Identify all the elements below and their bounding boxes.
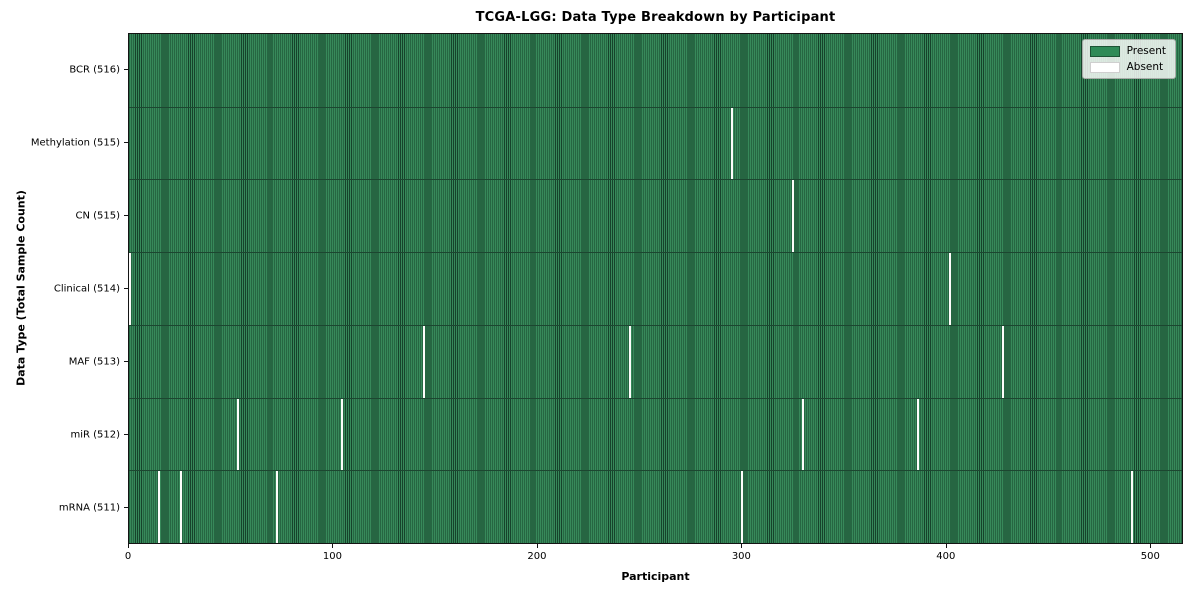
y-tick-label: CN (515) <box>75 210 120 221</box>
legend-present-swatch <box>1089 45 1120 57</box>
x-tick-mark <box>741 544 743 548</box>
legend: Present Absent <box>1081 39 1176 79</box>
absent-gap <box>129 253 132 325</box>
absent-gap <box>792 180 795 253</box>
y-tick-label: Methylation (515) <box>30 137 120 148</box>
absent-gap <box>916 398 919 471</box>
y-tick-label: mRNA (511) <box>58 502 120 513</box>
y-tick-mark <box>124 361 128 362</box>
absent-gap <box>180 471 183 543</box>
absent-gap <box>341 398 344 471</box>
row-band-methylation <box>129 106 1182 180</box>
legend-present-label: Present <box>1126 45 1166 57</box>
plot-area: Present Absent <box>128 33 1183 544</box>
absent-gap <box>741 471 744 543</box>
y-tick-mark <box>124 215 128 216</box>
y-tick-label: miR (512) <box>70 429 120 440</box>
absent-gap <box>1130 471 1133 543</box>
absent-gap <box>422 325 425 398</box>
y-tick-mark <box>124 288 128 289</box>
row-band-clinical <box>129 252 1182 325</box>
legend-absent-label: Absent <box>1126 61 1164 73</box>
absent-gap <box>275 471 278 543</box>
x-tick-mark <box>1150 544 1152 548</box>
x-tick-label: 400 <box>936 551 956 562</box>
x-tick-label: 100 <box>322 551 342 562</box>
y-tick-mark <box>124 507 128 508</box>
absent-gap <box>949 253 952 325</box>
y-tick-mark <box>124 434 128 435</box>
y-tick-mark <box>124 68 128 70</box>
absent-gap <box>1002 325 1005 398</box>
absent-gap <box>731 107 734 180</box>
legend-item-absent: Absent <box>1089 61 1166 73</box>
y-axis-tick-labels: BCR (516) Methylation (515) CN (515) Clinic… <box>0 33 120 544</box>
row-band-cn <box>129 179 1182 253</box>
y-tick-label: Clinical (514) <box>53 283 120 294</box>
x-tick-label: 0 <box>124 551 132 562</box>
y-axis-tick-marks <box>124 33 128 544</box>
x-axis: 0 100 200 300 400 500 <box>124 544 1183 574</box>
x-tick-mark <box>536 544 538 548</box>
absent-gap <box>237 398 240 471</box>
legend-item-present: Present <box>1089 45 1166 57</box>
x-tick-label: 300 <box>731 551 751 562</box>
presence-matrix <box>129 34 1182 543</box>
y-tick-label: MAF (513) <box>68 356 120 367</box>
row-band-mrna <box>129 470 1182 543</box>
x-tick-label: 200 <box>527 551 547 562</box>
row-band-mir <box>129 397 1182 471</box>
x-tick-mark <box>128 544 129 548</box>
y-tick-label: BCR (516) <box>69 64 120 75</box>
y-tick-mark <box>124 142 128 143</box>
x-tick-mark <box>945 544 947 548</box>
legend-absent-swatch <box>1089 61 1120 73</box>
row-band-bcr <box>129 34 1182 107</box>
row-band-maf <box>129 324 1182 398</box>
absent-gap <box>628 325 631 398</box>
absent-gap <box>802 398 805 471</box>
absent-gap <box>157 471 160 543</box>
x-tick-label: 500 <box>1140 551 1160 562</box>
x-tick-mark <box>332 544 334 548</box>
chart-title: TCGA-LGG: Data Type Breakdown by Partici… <box>475 10 836 25</box>
x-axis-label: Participant <box>621 570 690 583</box>
